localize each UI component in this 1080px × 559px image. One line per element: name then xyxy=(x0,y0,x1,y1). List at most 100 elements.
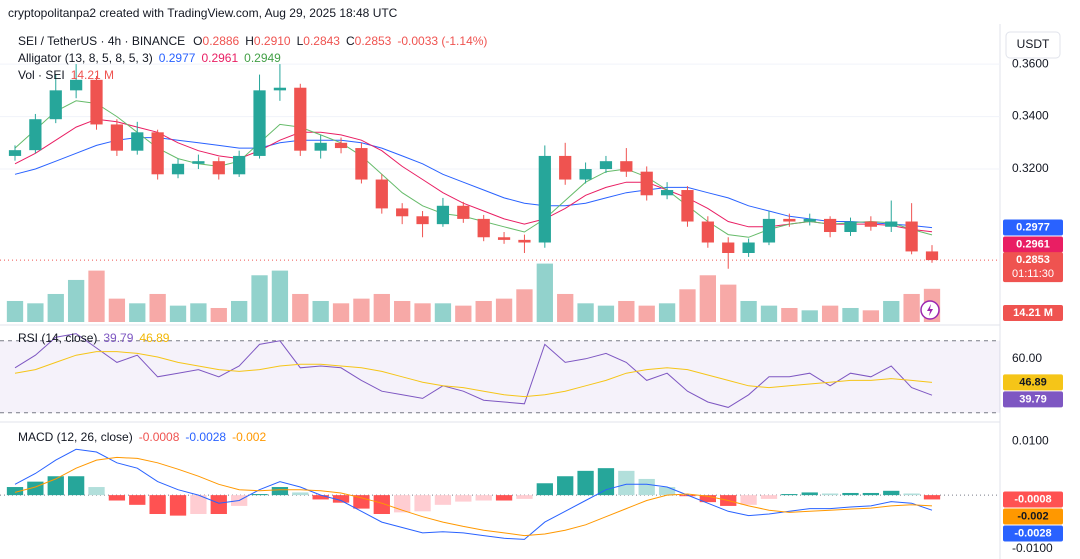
candle-body xyxy=(844,221,857,233)
candle-body xyxy=(233,155,246,175)
symbol: SEI / TetherUS · 4h · BINANCE xyxy=(18,34,185,48)
volume-bar xyxy=(231,300,248,322)
indicator-name: Alligator (13, 8, 5, 8, 5, 3) xyxy=(18,51,153,65)
indicator-line xyxy=(14,456,933,537)
histogram-bar xyxy=(149,495,166,515)
y-tick-label: 0.3200 xyxy=(1012,161,1049,175)
price-tag xyxy=(1003,491,1063,508)
volume-bar xyxy=(679,289,696,322)
volume-bar xyxy=(760,305,778,322)
candle-body xyxy=(640,171,653,196)
ohlc-value: 0.2910 xyxy=(254,34,291,48)
ohlc-value: 0.2853 xyxy=(355,34,392,48)
volume-bar xyxy=(740,300,757,322)
histogram-bar xyxy=(312,495,329,500)
currency[interactable]: USDT xyxy=(1017,37,1050,51)
volume-bar xyxy=(699,275,716,322)
histogram-bar xyxy=(883,490,900,496)
y-tick-label: 0.3600 xyxy=(1012,56,1049,70)
volume-bar xyxy=(47,293,64,322)
legend-price: SEI / TetherUS · 4h · BINANCE O0.2886 H0.2… xyxy=(18,34,487,48)
countdown: 01:11:30 xyxy=(1012,268,1054,280)
volume-bar xyxy=(842,307,859,322)
histogram-bar xyxy=(455,495,472,502)
alert-icon[interactable] xyxy=(920,300,940,320)
candle-body xyxy=(171,163,185,175)
volume-tag xyxy=(1003,305,1063,321)
volume-bar xyxy=(353,298,370,322)
candle-body xyxy=(70,79,83,91)
candle-body xyxy=(457,205,470,219)
candle-body xyxy=(681,190,694,222)
histogram-bar xyxy=(394,495,411,513)
histogram-bar xyxy=(638,478,655,496)
candle-body xyxy=(192,161,205,164)
price-tag-label: 39.79 xyxy=(1019,393,1047,405)
histogram-bar xyxy=(169,495,187,516)
ohlc-letter: L xyxy=(297,34,304,48)
legend-rsi: RSI (14, close) 39.79 46.89 xyxy=(18,331,170,345)
candle-body xyxy=(131,132,144,151)
volume-bar xyxy=(6,300,24,322)
rsi-ma-value: 46.89 xyxy=(139,331,169,345)
indicator-value: 0.2949 xyxy=(244,51,281,65)
price-tag-label: -0.0008 xyxy=(1014,493,1051,505)
histogram-bar xyxy=(475,495,492,501)
volume-bar xyxy=(597,305,615,322)
histogram-bar xyxy=(292,492,309,496)
candle-body xyxy=(151,132,164,175)
histogram-bar xyxy=(495,495,513,501)
histogram-value: -0.0008 xyxy=(139,430,180,444)
price-tag-label: 0.2977 xyxy=(1016,221,1050,233)
currency-button[interactable] xyxy=(1005,31,1061,59)
candle-body xyxy=(90,79,103,125)
price-tag-label: 0.2961 xyxy=(1016,238,1050,250)
volume-bar xyxy=(475,300,492,322)
volume-bar xyxy=(516,289,533,322)
volume-bar xyxy=(414,303,431,322)
candle-body xyxy=(599,161,613,170)
candle-body xyxy=(8,150,22,156)
volume-bar xyxy=(801,310,818,322)
candle-body xyxy=(477,218,490,238)
histogram-bar xyxy=(760,495,778,499)
histogram-bar xyxy=(699,495,716,503)
volume-value: 14.21 M xyxy=(71,68,114,82)
volume-bar xyxy=(149,293,166,322)
price-tag xyxy=(1003,508,1063,525)
histogram-bar xyxy=(679,495,696,497)
volume-bar xyxy=(292,293,309,322)
indicator-line xyxy=(14,448,933,540)
candle-body xyxy=(559,155,572,180)
candle-body xyxy=(334,142,348,149)
volume-bar xyxy=(88,270,105,322)
histogram-bar xyxy=(516,495,533,499)
rsi-value: 39.79 xyxy=(103,331,133,345)
ohlc-value: 0.2843 xyxy=(303,34,340,48)
volume-bar xyxy=(251,275,268,322)
histogram-bar xyxy=(373,495,390,515)
indicator-line xyxy=(14,100,933,238)
ohlc-letter: C xyxy=(346,34,355,48)
candle-body xyxy=(783,218,796,222)
last-price-label: 0.2853 xyxy=(1016,254,1050,266)
histogram-bar xyxy=(190,495,207,515)
price-tag xyxy=(1003,374,1063,391)
price-tag xyxy=(1003,525,1063,542)
volume-bar xyxy=(434,303,452,322)
alert-bolt[interactable] xyxy=(927,304,933,316)
indicator-line xyxy=(14,351,933,398)
candle-body xyxy=(905,221,918,252)
histogram-bar xyxy=(108,495,126,501)
volume-bar xyxy=(394,300,411,322)
volume-bar xyxy=(67,279,85,322)
histogram-bar xyxy=(271,487,289,496)
price-tag xyxy=(1003,219,1063,236)
histogram-bar xyxy=(88,487,105,496)
histogram-bar xyxy=(740,495,757,505)
volume-bar xyxy=(190,303,207,322)
volume-bar xyxy=(638,305,655,322)
volume-bar xyxy=(720,284,737,322)
volume-bar xyxy=(862,310,880,322)
